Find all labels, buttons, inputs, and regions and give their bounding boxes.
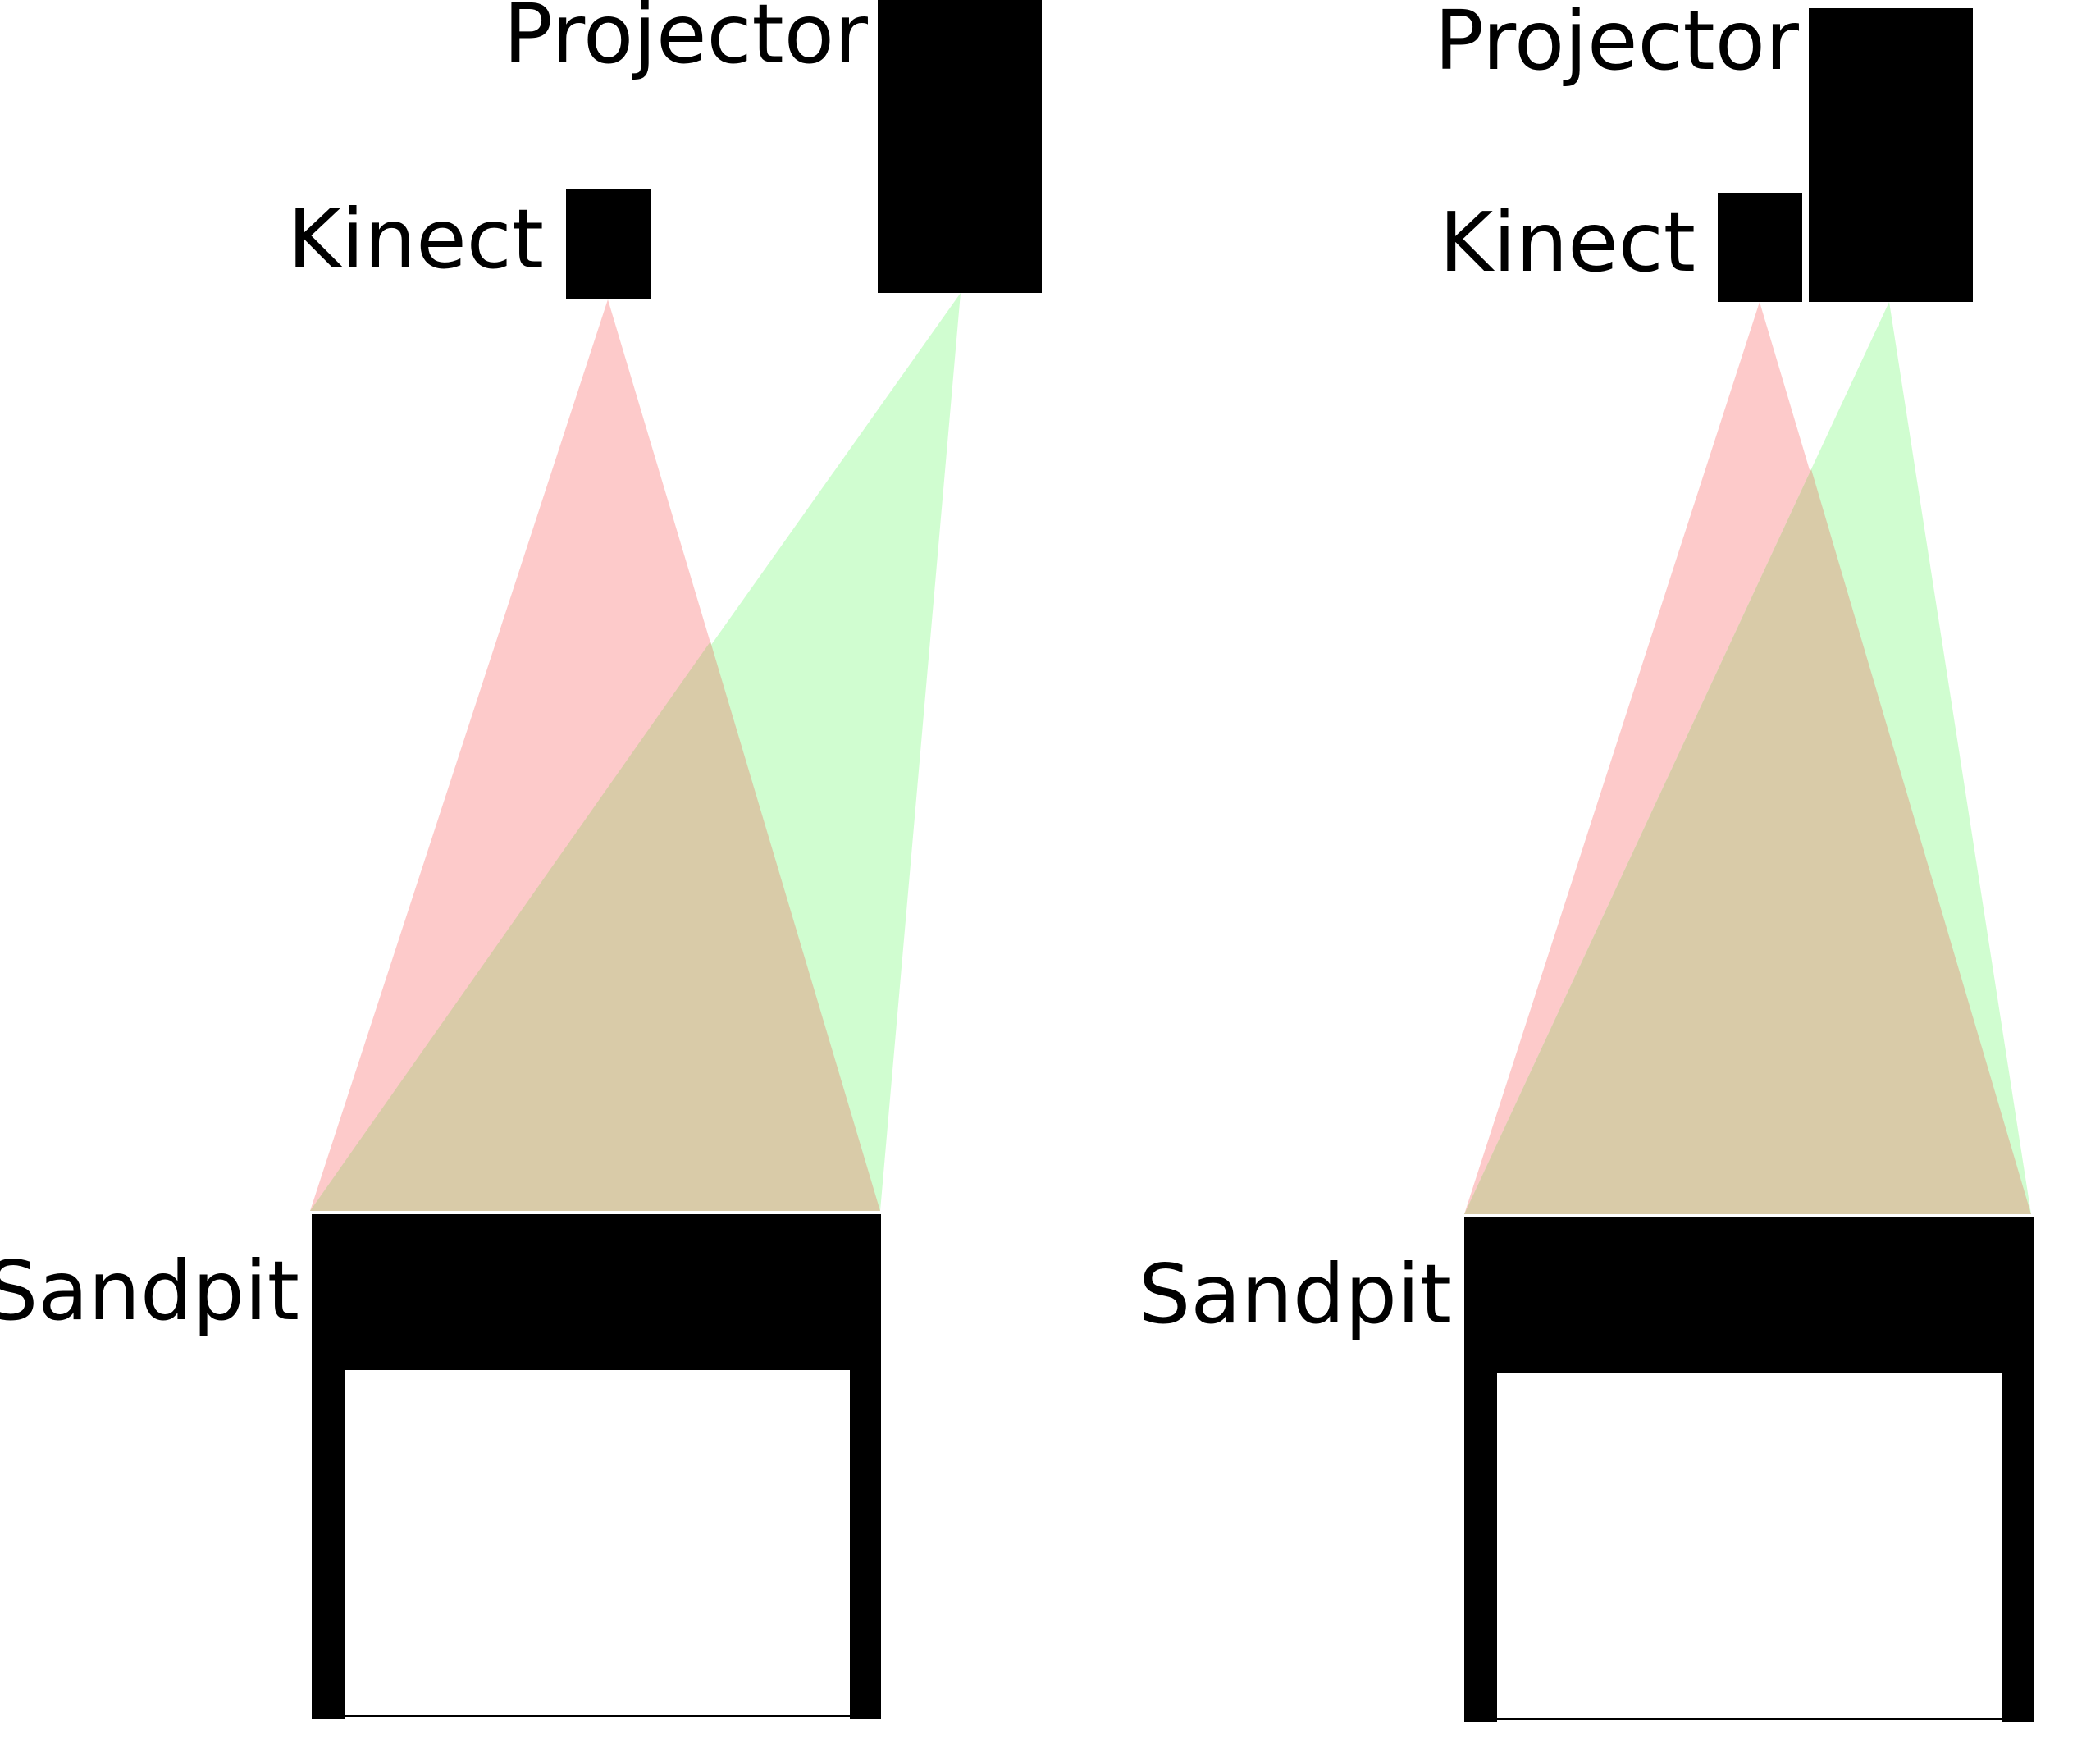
kinect-box: [566, 189, 651, 299]
projector-box: [878, 0, 1042, 293]
setup-separated: Projector Kinect Sandpit: [0, 0, 1042, 1719]
sandpit-top: [1464, 1217, 2034, 1373]
sandpit-base-line: [345, 1715, 850, 1717]
sandpit-leg-right: [2002, 1373, 2034, 1722]
setup-adjacent: Projector Kinect Sandpit: [1139, 0, 2034, 1722]
kinect-label: Kinect: [288, 191, 544, 287]
projector-label: Projector: [504, 0, 869, 82]
sandpit-leg-left: [312, 1370, 345, 1719]
sandpit-leg-left: [1464, 1373, 1497, 1722]
sandpit-label: Sandpit: [1139, 1246, 1452, 1342]
kinect-box: [1718, 193, 1802, 302]
sandpit-top: [312, 1214, 881, 1370]
sandpit-label: Sandpit: [0, 1243, 299, 1339]
projector-label: Projector: [1435, 0, 1800, 89]
overlap-region: [1464, 469, 2031, 1214]
sandpit-base-line: [1497, 1718, 2002, 1720]
projector-box: [1809, 8, 1973, 302]
sandpit-leg-right: [850, 1370, 881, 1719]
overlap-region: [310, 642, 880, 1211]
kinect-label: Kinect: [1440, 194, 1696, 290]
